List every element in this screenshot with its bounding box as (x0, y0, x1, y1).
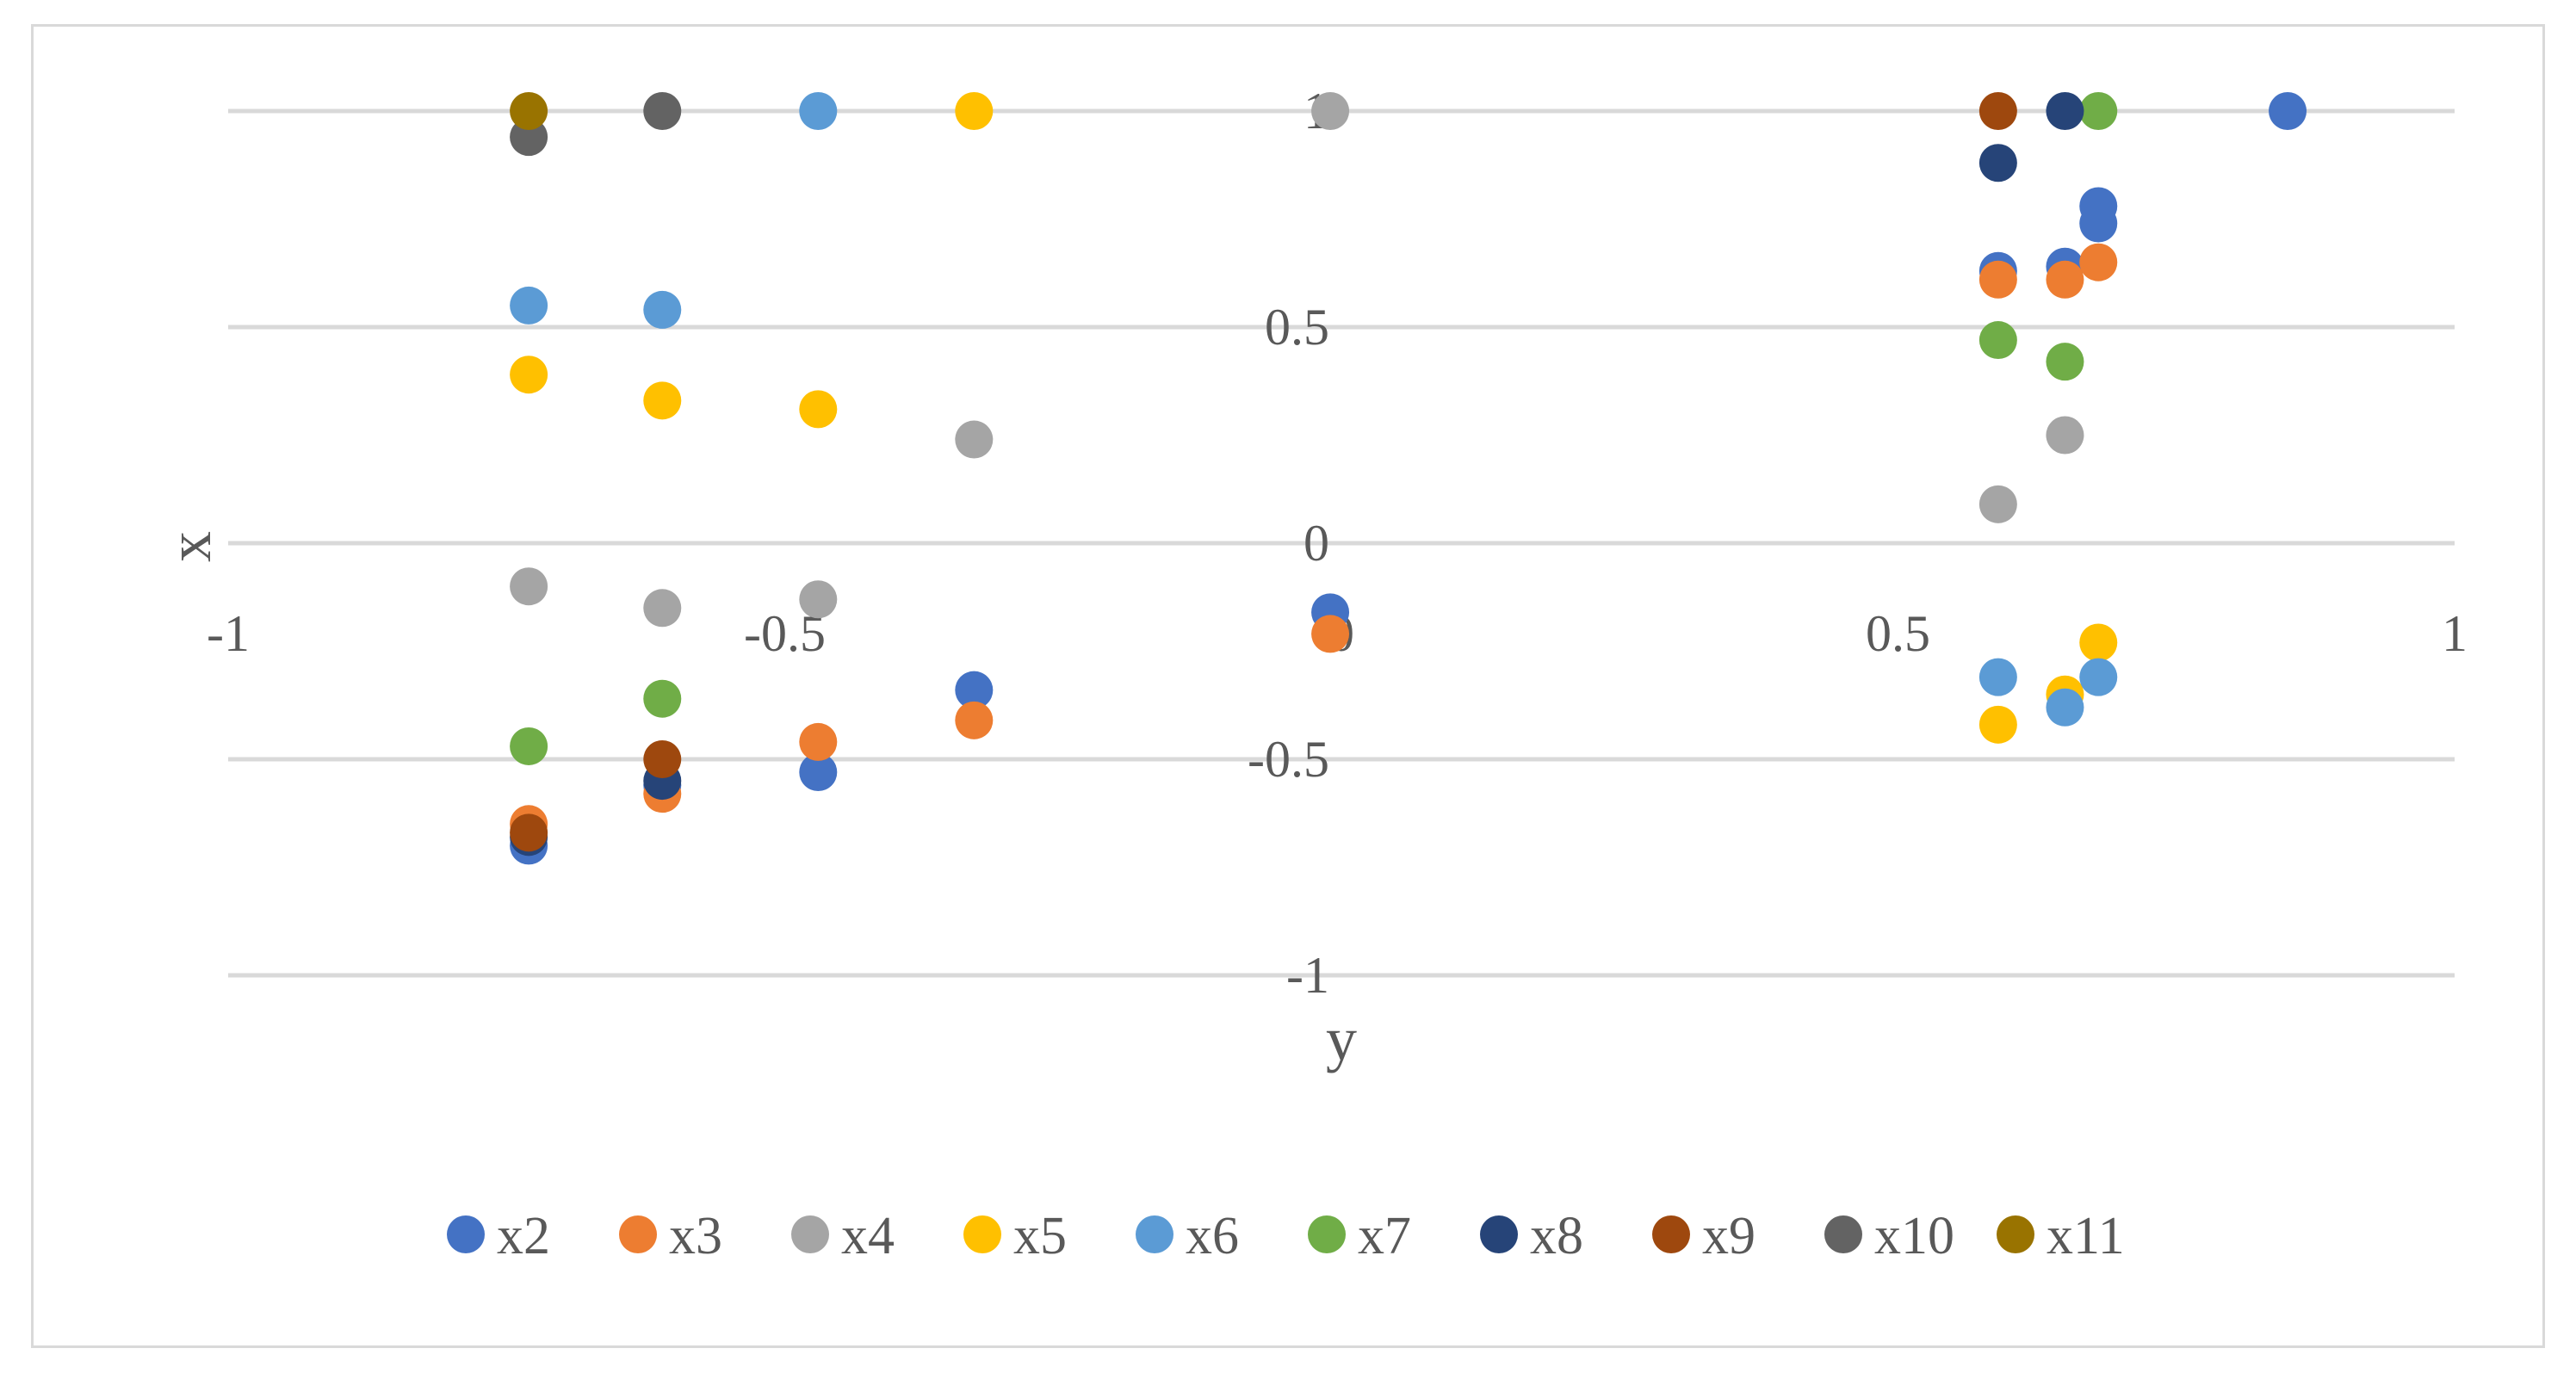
legend-marker (1997, 1215, 2034, 1253)
point-x10 (643, 92, 682, 130)
x-axis-title: y (1326, 1005, 1357, 1073)
point-x4 (1978, 485, 2017, 523)
legend-marker (619, 1215, 657, 1253)
point-x5 (2079, 623, 2118, 662)
point-x7 (2046, 343, 2084, 381)
legend-item-x2: x2 (447, 1207, 550, 1265)
legend-item-x4: x4 (791, 1207, 895, 1265)
point-x3 (2046, 260, 2084, 299)
x-tick-label: -1 (207, 605, 250, 662)
legend-label: x7 (1358, 1207, 1411, 1265)
point-x5 (955, 92, 994, 130)
legend-item-x9: x9 (1652, 1207, 1756, 1265)
point-x7 (643, 679, 682, 718)
legend-marker (1308, 1215, 1346, 1253)
legend: x2 x3 x4 x5 x6 x7 x8 x9 x10 x11 (447, 1207, 2125, 1265)
point-x5 (643, 381, 682, 420)
y-axis-title: x (155, 531, 224, 562)
series-x10 (510, 92, 682, 157)
point-x4 (955, 420, 994, 459)
legend-marker (791, 1215, 829, 1253)
legend-label: x4 (841, 1207, 895, 1265)
legend-item-x5: x5 (963, 1207, 1067, 1265)
legend-marker (1652, 1215, 1690, 1253)
x-tick-label: 0.5 (1866, 605, 1930, 662)
legend-item-x7: x7 (1308, 1207, 1411, 1265)
legend-label: x9 (1702, 1207, 1756, 1265)
point-x4 (799, 580, 838, 619)
point-x2 (2269, 92, 2307, 130)
chart-frame: -1-0.500.51 -1-0.500.51 y x x2x3x4x5x6x7… (31, 24, 2545, 1348)
point-x7 (1978, 321, 2017, 360)
point-x4 (2046, 416, 2084, 455)
point-x5 (510, 356, 548, 394)
point-x5 (1978, 705, 2017, 744)
legend-marker (963, 1215, 1001, 1253)
y-tick-labels: -1-0.500.51 (1248, 83, 1329, 1004)
legend-marker (1824, 1215, 1862, 1253)
legend-item-x8: x8 (1480, 1207, 1583, 1265)
point-x6 (2079, 658, 2118, 696)
legend-item-x11: x11 (1997, 1207, 2125, 1265)
x-tick-label: 1 (2442, 605, 2468, 662)
legend-item-x10: x10 (1824, 1207, 1954, 1265)
legend-label: x6 (1186, 1207, 1239, 1265)
point-x3 (1978, 260, 2017, 299)
y-tick-label: -0.5 (1248, 731, 1329, 788)
series-x7 (510, 92, 2118, 765)
point-x3 (799, 722, 838, 761)
point-x6 (1978, 658, 2017, 696)
point-x9 (510, 813, 548, 852)
series-x6 (510, 92, 2118, 727)
legend-item-x6: x6 (1136, 1207, 1239, 1265)
point-x9 (1978, 92, 2017, 130)
point-x11 (510, 92, 548, 130)
point-x6 (2046, 688, 2084, 727)
series-x11 (510, 92, 548, 130)
point-x4 (1311, 92, 1350, 130)
legend-label: x5 (1013, 1207, 1067, 1265)
legend-label: x3 (669, 1207, 722, 1265)
data-points (510, 92, 2307, 865)
legend-label: x10 (1874, 1207, 1954, 1265)
point-x6 (799, 92, 838, 130)
legend-label: x8 (1530, 1207, 1583, 1265)
legend-marker (1136, 1215, 1173, 1253)
legend-label: x11 (2047, 1207, 2125, 1265)
point-x3 (955, 701, 994, 739)
x-tick-labels: -1-0.500.51 (207, 605, 2468, 662)
point-x5 (799, 390, 838, 429)
scatter-chart: -1-0.500.51 -1-0.500.51 y x x2x3x4x5x6x7… (155, 83, 2468, 1265)
series-x4 (510, 92, 2084, 628)
point-x6 (643, 290, 682, 329)
point-x6 (510, 286, 548, 325)
point-x2 (955, 671, 994, 709)
point-x10 (510, 118, 548, 157)
point-x8 (2046, 92, 2084, 130)
series-x2 (510, 92, 2307, 865)
point-x2 (2079, 204, 2118, 243)
point-x3 (2079, 243, 2118, 281)
legend-marker (447, 1215, 485, 1253)
y-tick-label: 0 (1303, 515, 1329, 572)
point-x9 (643, 740, 682, 778)
y-tick-label: -1 (1286, 947, 1329, 1004)
legend-label: x2 (497, 1207, 550, 1265)
point-x3 (1311, 615, 1350, 653)
point-x8 (1978, 144, 2017, 182)
point-x7 (2079, 92, 2118, 130)
point-x7 (510, 727, 548, 765)
point-x4 (643, 589, 682, 628)
y-tick-label: 0.5 (1265, 299, 1329, 356)
point-x4 (510, 567, 548, 606)
series-x9 (510, 92, 2017, 852)
gridlines (228, 108, 2455, 978)
point-x2 (799, 753, 838, 792)
legend-marker (1480, 1215, 1518, 1253)
legend-item-x3: x3 (619, 1207, 722, 1265)
